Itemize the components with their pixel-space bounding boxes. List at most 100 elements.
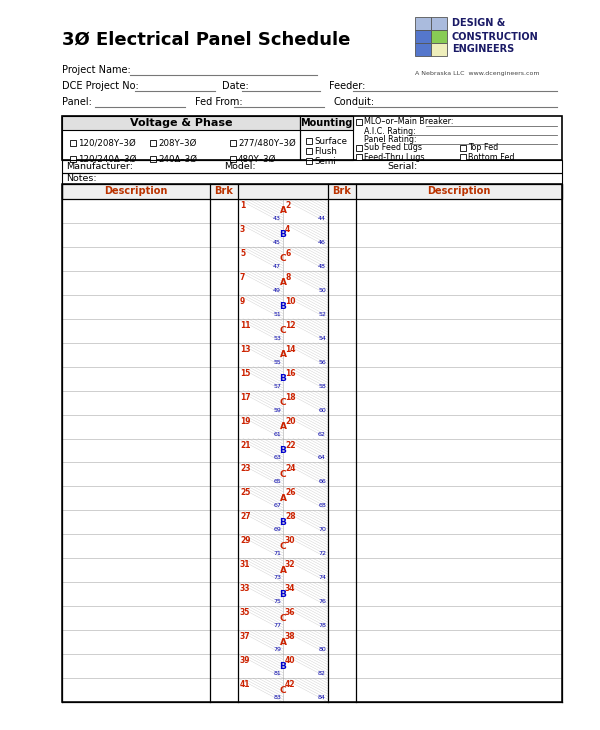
Bar	[62, 184, 562, 199]
Text: 75: 75	[273, 599, 281, 604]
Text: 38: 38	[285, 632, 296, 641]
Text: Mounting: Mounting	[301, 118, 353, 128]
Text: 73: 73	[273, 575, 281, 580]
Bar	[460, 154, 466, 160]
Text: 57: 57	[273, 384, 281, 388]
Bar	[238, 184, 328, 199]
Text: 10: 10	[285, 297, 296, 306]
Text: 17: 17	[240, 393, 251, 402]
Bar	[300, 116, 353, 160]
Text: 2: 2	[285, 201, 290, 210]
Text: 42: 42	[285, 680, 296, 689]
Text: 120/240Δ–3Ø: 120/240Δ–3Ø	[78, 155, 136, 164]
Bar	[415, 30, 431, 43]
Text: 72: 72	[318, 551, 326, 556]
Text: Manufacturer:: Manufacturer:	[66, 162, 133, 171]
Text: ENGINEERS: ENGINEERS	[452, 45, 514, 55]
Bar	[356, 184, 562, 199]
Text: Semi: Semi	[314, 156, 335, 166]
Text: 71: 71	[273, 551, 281, 556]
Text: A: A	[280, 494, 287, 503]
Bar	[230, 156, 236, 162]
Text: 26: 26	[285, 488, 296, 497]
Text: 11: 11	[240, 320, 251, 330]
Bar	[356, 154, 362, 160]
Text: Voltage & Phase: Voltage & Phase	[130, 118, 232, 128]
Bar	[150, 140, 156, 146]
Text: 60: 60	[318, 407, 326, 412]
Text: Flush: Flush	[314, 147, 337, 155]
Bar	[431, 30, 447, 43]
Text: 45: 45	[273, 240, 281, 245]
Text: 58: 58	[318, 384, 326, 388]
Text: 63: 63	[273, 456, 281, 461]
Text: 15: 15	[240, 369, 250, 377]
Text: 83: 83	[273, 695, 281, 700]
Text: 59: 59	[273, 407, 281, 412]
Text: 277/480Y–3Ø: 277/480Y–3Ø	[238, 139, 296, 147]
Text: C: C	[280, 614, 286, 623]
Text: 31: 31	[240, 561, 251, 569]
Text: 22: 22	[285, 440, 296, 450]
Text: 52: 52	[318, 312, 326, 317]
Text: 64: 64	[318, 456, 326, 461]
Text: 80: 80	[318, 647, 326, 652]
Bar	[460, 145, 466, 151]
Text: B: B	[280, 302, 286, 311]
Text: 81: 81	[273, 671, 281, 676]
Text: Surface: Surface	[314, 137, 347, 145]
Text: Fed From:: Fed From:	[195, 97, 242, 107]
Bar	[356, 119, 362, 125]
Text: B: B	[280, 374, 286, 383]
Bar	[230, 140, 236, 146]
Text: 47: 47	[273, 264, 281, 269]
Text: 240Δ–3Ø: 240Δ–3Ø	[158, 155, 197, 164]
Text: CONSTRUCTION: CONSTRUCTION	[452, 31, 539, 42]
Text: A.I.C. Rating:: A.I.C. Rating:	[364, 126, 416, 136]
Text: 1: 1	[240, 201, 245, 210]
Text: 56: 56	[318, 360, 326, 365]
Text: C: C	[280, 685, 286, 694]
Bar	[415, 17, 431, 30]
Text: 7: 7	[240, 273, 245, 282]
Text: 3: 3	[240, 225, 245, 234]
Text: 78: 78	[318, 623, 326, 628]
Text: Feed-Thru Lugs: Feed-Thru Lugs	[364, 153, 425, 161]
Text: A Nebraska LLC  www.dcengineers.com: A Nebraska LLC www.dcengineers.com	[415, 71, 539, 75]
Text: 24: 24	[285, 464, 296, 474]
Text: Serial:: Serial:	[387, 162, 417, 171]
Text: 50: 50	[318, 288, 326, 293]
Text: 69: 69	[273, 527, 281, 532]
Bar	[300, 116, 353, 130]
Text: 4: 4	[285, 225, 290, 234]
Text: 84: 84	[318, 695, 326, 700]
Text: 32: 32	[285, 561, 296, 569]
Text: 208Y–3Ø: 208Y–3Ø	[158, 139, 196, 147]
Text: 66: 66	[318, 480, 326, 485]
Text: 3Ø Electrical Panel Schedule: 3Ø Electrical Panel Schedule	[62, 31, 350, 49]
Bar	[431, 43, 447, 56]
Text: B: B	[280, 231, 286, 239]
Text: 9: 9	[240, 297, 245, 306]
Text: 23: 23	[240, 464, 251, 474]
Bar	[306, 138, 312, 144]
Text: Brk: Brk	[332, 186, 352, 196]
Text: 68: 68	[318, 504, 326, 508]
Bar	[62, 184, 562, 702]
Text: 480Y–3Ø: 480Y–3Ø	[238, 155, 277, 164]
Text: A: A	[280, 278, 287, 288]
Bar	[306, 158, 312, 164]
Bar	[328, 184, 356, 199]
Text: 65: 65	[273, 480, 281, 485]
Text: Description: Description	[104, 186, 167, 196]
Text: 82: 82	[318, 671, 326, 676]
Text: MLO–or–Main Breaker:: MLO–or–Main Breaker:	[364, 118, 454, 126]
Text: A: A	[280, 422, 287, 431]
Text: 55: 55	[273, 360, 281, 365]
Text: Date:: Date:	[222, 81, 249, 91]
Text: 27: 27	[240, 512, 251, 521]
Text: 5: 5	[240, 249, 245, 258]
Text: Model:: Model:	[224, 162, 256, 171]
Text: 8: 8	[285, 273, 290, 282]
Text: 30: 30	[285, 537, 296, 545]
